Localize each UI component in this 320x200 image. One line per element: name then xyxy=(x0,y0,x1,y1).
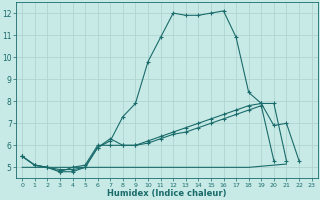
X-axis label: Humidex (Indice chaleur): Humidex (Indice chaleur) xyxy=(107,189,227,198)
